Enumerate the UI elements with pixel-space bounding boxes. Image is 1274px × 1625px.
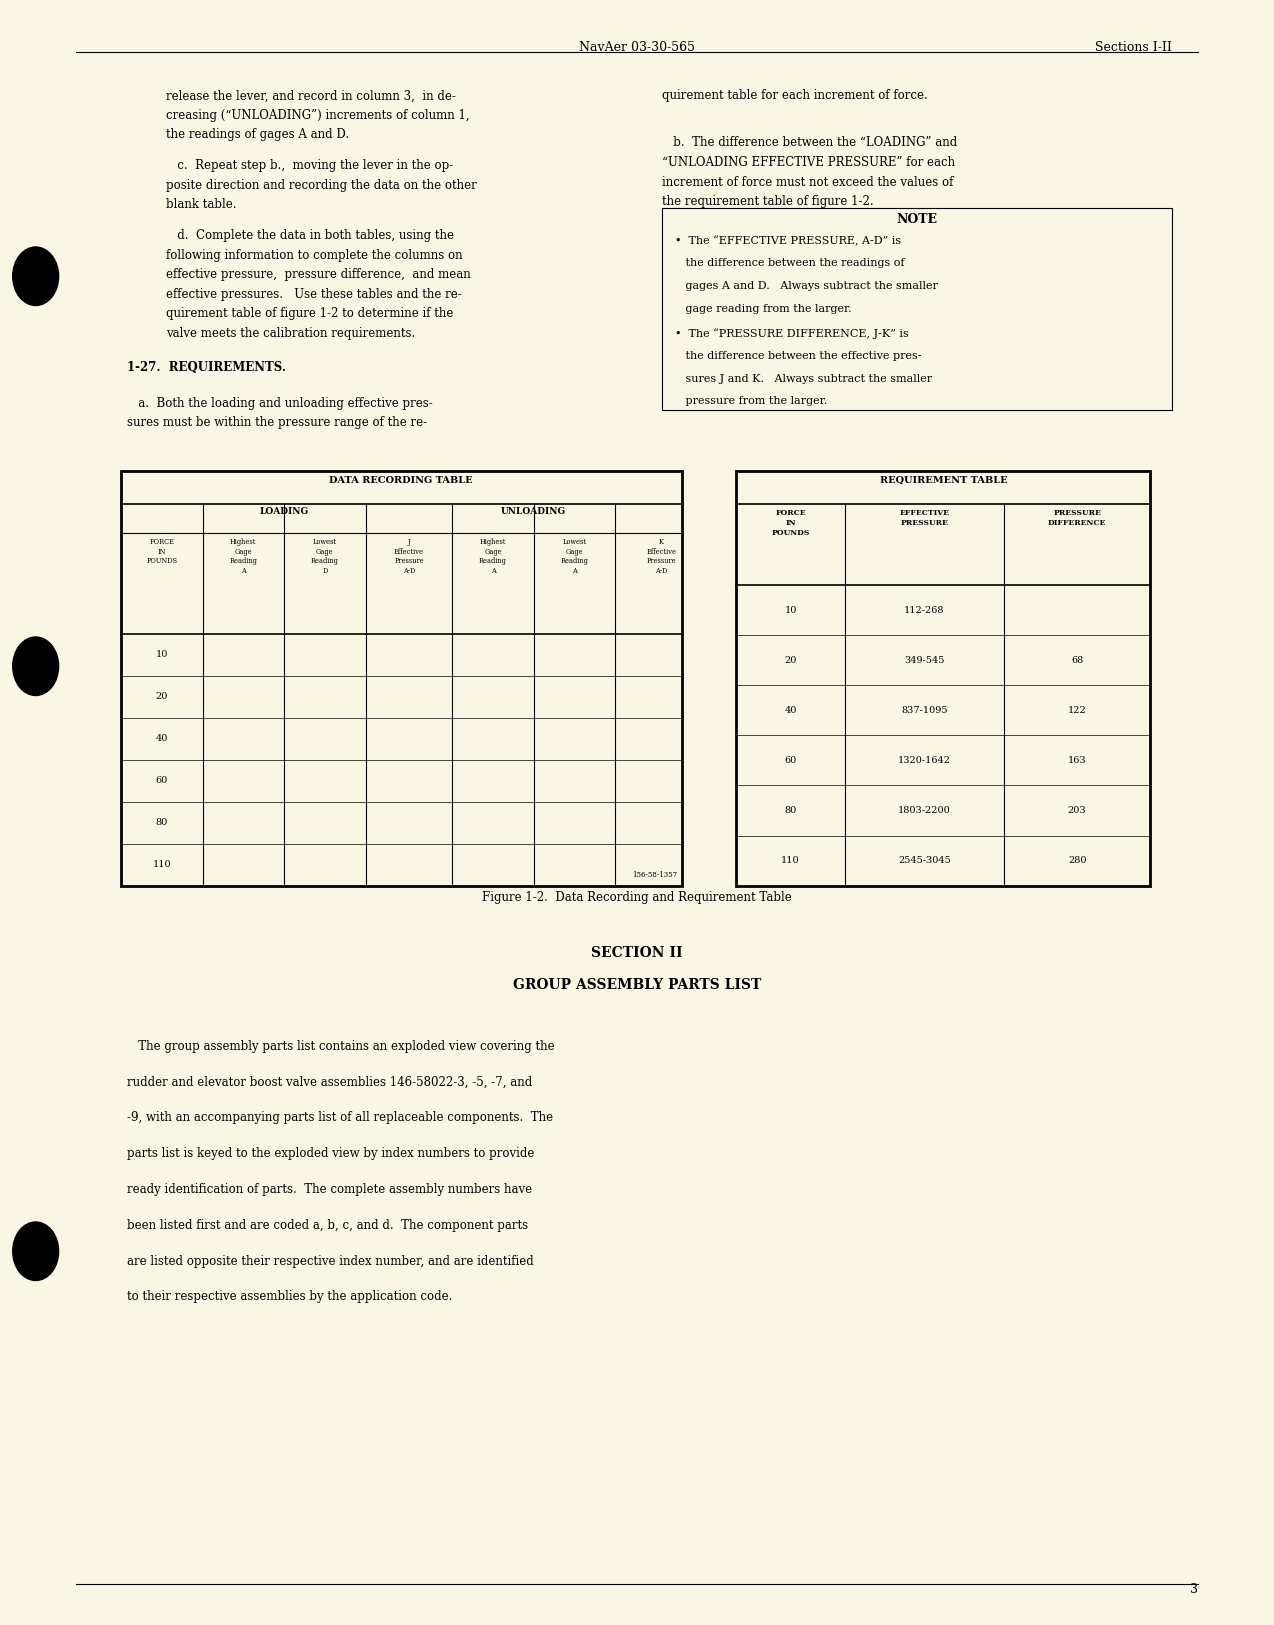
Text: release the lever, and record in column 3,  in de-: release the lever, and record in column …	[166, 89, 456, 102]
Text: Figure 1-2.  Data Recording and Requirement Table: Figure 1-2. Data Recording and Requireme…	[482, 891, 792, 904]
Text: valve meets the calibration requirements.: valve meets the calibration requirements…	[166, 327, 415, 340]
Text: 40: 40	[785, 705, 796, 715]
Text: 110: 110	[153, 860, 171, 869]
Text: parts list is keyed to the exploded view by index numbers to provide: parts list is keyed to the exploded view…	[127, 1147, 535, 1160]
Text: Highest
Gage
Reading
A: Highest Gage Reading A	[229, 538, 257, 575]
Text: 68: 68	[1071, 655, 1083, 665]
Text: following information to complete the columns on: following information to complete the co…	[166, 249, 462, 262]
Circle shape	[13, 247, 59, 306]
Text: The group assembly parts list contains an exploded view covering the: The group assembly parts list contains a…	[127, 1040, 555, 1053]
Text: 60: 60	[785, 756, 796, 765]
Text: 203: 203	[1068, 806, 1087, 816]
Text: 3: 3	[1190, 1583, 1198, 1596]
Text: NOTE: NOTE	[897, 213, 938, 226]
Text: 1320-1642: 1320-1642	[898, 756, 950, 765]
Text: a.  Both the loading and unloading effective pres-: a. Both the loading and unloading effect…	[127, 396, 433, 410]
Text: 2545-3045: 2545-3045	[898, 856, 950, 864]
Text: Lowest
Gage
Reading
A: Lowest Gage Reading A	[561, 538, 589, 575]
Text: 80: 80	[785, 806, 796, 816]
Text: “UNLOADING EFFECTIVE PRESSURE” for each: “UNLOADING EFFECTIVE PRESSURE” for each	[662, 156, 956, 169]
Bar	[662, 208, 1172, 410]
Text: DATA RECORDING TABLE: DATA RECORDING TABLE	[330, 476, 473, 486]
Text: quirement table of figure 1-2 to determine if the: quirement table of figure 1-2 to determi…	[166, 307, 454, 320]
Text: EFFECTIVE
PRESSURE: EFFECTIVE PRESSURE	[899, 509, 949, 526]
Text: REQUIREMENT TABLE: REQUIREMENT TABLE	[879, 476, 1008, 486]
Text: posite direction and recording the data on the other: posite direction and recording the data …	[166, 179, 476, 192]
Text: •  The “PRESSURE DIFFERENCE, J-K” is: • The “PRESSURE DIFFERENCE, J-K” is	[675, 328, 908, 340]
Text: effective pressures.   Use these tables and the re-: effective pressures. Use these tables an…	[166, 288, 461, 301]
Text: d.  Complete the data in both tables, using the: d. Complete the data in both tables, usi…	[166, 229, 454, 242]
Text: PRESSURE
DIFFERENCE: PRESSURE DIFFERENCE	[1049, 509, 1106, 526]
Text: 280: 280	[1068, 856, 1087, 864]
Text: 349-545: 349-545	[905, 655, 944, 665]
Text: 1803-2200: 1803-2200	[898, 806, 950, 816]
Text: creasing (“UNLOADING”) increments of column 1,: creasing (“UNLOADING”) increments of col…	[166, 109, 469, 122]
Text: 20: 20	[785, 655, 796, 665]
Bar	[121, 471, 682, 886]
Text: Lowest
Gage
Reading
D: Lowest Gage Reading D	[311, 538, 339, 575]
Text: Highest
Gage
Reading
A: Highest Gage Reading A	[479, 538, 507, 575]
Text: LOADING: LOADING	[260, 507, 308, 517]
Text: effective pressure,  pressure difference,  and mean: effective pressure, pressure difference,…	[166, 268, 470, 281]
Text: 10: 10	[785, 606, 796, 614]
Text: gages A and D.   Always subtract the smaller: gages A and D. Always subtract the small…	[675, 281, 938, 291]
Text: FORCE
IN
POUNDS: FORCE IN POUNDS	[771, 509, 810, 538]
Bar	[736, 471, 1150, 886]
Text: to their respective assemblies by the application code.: to their respective assemblies by the ap…	[127, 1290, 452, 1303]
Text: 40: 40	[155, 734, 168, 743]
Text: sures must be within the pressure range of the re-: sures must be within the pressure range …	[127, 416, 428, 429]
Text: SECTION II: SECTION II	[591, 946, 683, 960]
Text: quirement table for each increment of force.: quirement table for each increment of fo…	[662, 89, 929, 102]
Text: •  The “EFFECTIVE PRESSURE, A-D” is: • The “EFFECTIVE PRESSURE, A-D” is	[675, 236, 901, 245]
Text: 163: 163	[1068, 756, 1087, 765]
Text: the difference between the effective pres-: the difference between the effective pre…	[675, 351, 921, 361]
Text: been listed first and are coded a, b, c, and d.  The component parts: been listed first and are coded a, b, c,…	[127, 1219, 529, 1232]
Text: blank table.: blank table.	[166, 198, 236, 211]
Circle shape	[13, 1222, 59, 1280]
Text: K
Effective
Pressure
A-D: K Effective Pressure A-D	[646, 538, 676, 575]
Text: Sections I-II: Sections I-II	[1096, 41, 1172, 54]
Text: gage reading from the larger.: gage reading from the larger.	[675, 304, 852, 314]
Text: 156-58-1357: 156-58-1357	[633, 871, 678, 879]
Text: 20: 20	[155, 692, 168, 702]
Text: the difference between the readings of: the difference between the readings of	[675, 258, 905, 268]
Text: 112-268: 112-268	[905, 606, 944, 614]
Text: sures J and K.   Always subtract the smaller: sures J and K. Always subtract the small…	[675, 374, 933, 383]
Text: NavAer 03-30-565: NavAer 03-30-565	[578, 41, 696, 54]
Text: GROUP ASSEMBLY PARTS LIST: GROUP ASSEMBLY PARTS LIST	[513, 978, 761, 993]
Text: FORCE
IN
POUNDS: FORCE IN POUNDS	[147, 538, 177, 565]
Text: UNLOADING: UNLOADING	[501, 507, 567, 517]
Text: 10: 10	[155, 650, 168, 660]
Text: J
Effective
Pressure
A-D: J Effective Pressure A-D	[394, 538, 424, 575]
Text: increment of force must not exceed the values of: increment of force must not exceed the v…	[662, 176, 954, 188]
Text: 837-1095: 837-1095	[901, 705, 948, 715]
Text: 60: 60	[155, 777, 168, 785]
Text: the readings of gages A and D.: the readings of gages A and D.	[166, 128, 349, 141]
Text: 80: 80	[155, 817, 168, 827]
Text: -9, with an accompanying parts list of all replaceable components.  The: -9, with an accompanying parts list of a…	[127, 1112, 553, 1124]
Text: the requirement table of figure 1-2.: the requirement table of figure 1-2.	[662, 195, 874, 208]
Text: c.  Repeat step b.,  moving the lever in the op-: c. Repeat step b., moving the lever in t…	[166, 159, 452, 172]
Circle shape	[13, 637, 59, 696]
Text: 122: 122	[1068, 705, 1087, 715]
Text: are listed opposite their respective index number, and are identified: are listed opposite their respective ind…	[127, 1254, 534, 1268]
Text: rudder and elevator boost valve assemblies 146-58022-3, -5, -7, and: rudder and elevator boost valve assembli…	[127, 1076, 533, 1089]
Text: b.  The difference between the “LOADING” and: b. The difference between the “LOADING” …	[662, 136, 958, 150]
Text: 110: 110	[781, 856, 800, 864]
Text: pressure from the larger.: pressure from the larger.	[675, 396, 828, 406]
Text: 1-27.  REQUIREMENTS.: 1-27. REQUIREMENTS.	[127, 361, 287, 374]
Text: ready identification of parts.  The complete assembly numbers have: ready identification of parts. The compl…	[127, 1183, 533, 1196]
